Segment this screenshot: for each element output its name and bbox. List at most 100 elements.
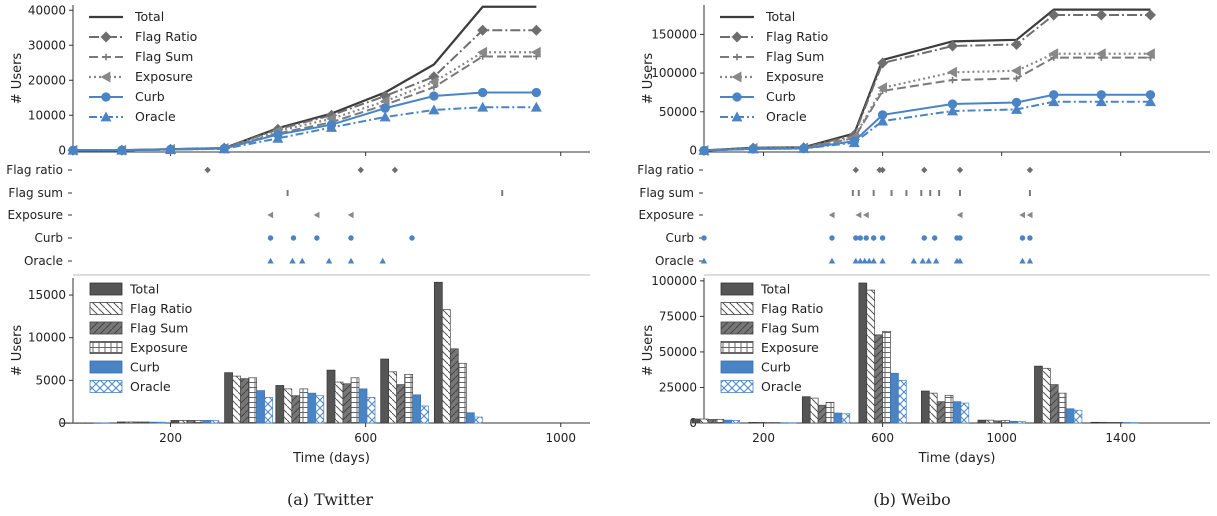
bar-flagsum — [342, 383, 352, 424]
bar-ytick-label: 75000 — [659, 309, 697, 323]
bar-total — [691, 418, 701, 424]
series-line-flagsum — [703, 56, 1151, 152]
bar-oracle — [315, 395, 325, 424]
bar-flagsum — [993, 420, 1002, 424]
event-chart: Flag ratio Flag sum Exposure Curb Oracle — [637, 163, 1210, 276]
event-mark-exposure — [863, 211, 869, 219]
event-mark-flagratio — [391, 166, 399, 174]
bar-oracle — [960, 402, 970, 424]
bar-flagratio — [388, 371, 398, 424]
bar-flagsum — [186, 420, 196, 424]
point-oracle — [1011, 103, 1023, 114]
bar-flagsum — [1106, 422, 1116, 424]
line-chart: 0 50000 100000 150000 # Users Total Flag Ratio… — [641, 5, 1210, 157]
bar-chart: 025000500007500010000020060010001400# Us… — [641, 274, 1210, 466]
bar-oracle — [264, 397, 273, 424]
event-mark-curb — [829, 235, 835, 241]
bar-curb — [148, 421, 158, 424]
event-mark-flagratio — [956, 166, 964, 174]
event-row-label: Exposure — [638, 208, 694, 222]
bar-flagratio — [68, 422, 78, 424]
legend-swatch-flagsum — [89, 321, 123, 335]
event-mark-flagratio — [1026, 166, 1034, 174]
point-exposure — [877, 82, 887, 94]
line-legend: Total Flag Ratio Flag Sum Exposure Curb Oracl… — [89, 9, 197, 124]
point-oracle — [1095, 96, 1107, 107]
legend-label-curb: Curb — [761, 360, 791, 375]
point-oracle — [698, 144, 710, 155]
bar-exposure — [715, 418, 725, 424]
event-mark-curb — [290, 235, 297, 241]
legend-swatch-flagratio — [89, 302, 123, 315]
bar-flagratio — [1098, 421, 1108, 424]
legend-label-flagratio: Flag Ratio — [761, 301, 823, 316]
point-oracle — [218, 143, 230, 154]
bar-curb — [92, 422, 102, 424]
legend-marker-oracle — [100, 111, 112, 122]
legend-label-curb: Curb — [130, 360, 160, 375]
legend-swatch-total — [89, 282, 123, 296]
event-mark-curb — [879, 235, 886, 241]
bar-curb — [780, 422, 789, 424]
bar-oracle — [420, 405, 430, 424]
bar-flagratio — [699, 418, 709, 424]
point-exposure — [1095, 48, 1106, 60]
legend-label-oracle: Oracle — [135, 109, 176, 124]
point-oracle — [116, 144, 128, 155]
bar-total — [1034, 365, 1043, 424]
event-mark-curb — [857, 235, 863, 241]
legend-marker-exposure — [731, 71, 742, 83]
legend-marker-flagratio — [731, 31, 743, 43]
bar-legend: Total Flag Ratio Flag Sum Exposure Curb Oracl… — [89, 282, 192, 394]
legend-marker-curb — [732, 92, 742, 102]
point-curb — [877, 110, 888, 120]
event-mark-oracle — [910, 257, 918, 264]
bar-exposure — [84, 422, 94, 424]
event-mark-exposure — [267, 211, 274, 219]
bar-xtick-label: 1000 — [545, 431, 576, 445]
bar-exposure — [944, 394, 954, 424]
bar-oracle — [1130, 422, 1139, 424]
line-ylabel: # Users — [641, 53, 656, 105]
point-oracle — [326, 122, 337, 132]
event-mark-oracle — [325, 257, 333, 264]
bar-oracle — [787, 422, 797, 424]
line-ytick-label: 0 — [58, 143, 66, 157]
bar-exposure — [1001, 420, 1010, 424]
bar-flagsum — [817, 404, 827, 424]
event-mark-oracle — [379, 257, 386, 264]
bar-curb — [833, 412, 843, 424]
point-exposure — [428, 76, 439, 88]
bar-total — [170, 420, 180, 424]
line-ylabel: # Users — [10, 53, 25, 105]
point-flagratio — [947, 40, 959, 52]
legend-label-total: Total — [765, 9, 795, 24]
point-oracle — [530, 101, 542, 112]
legend-label-oracle: Oracle — [761, 379, 802, 394]
point-oracle — [947, 105, 959, 116]
bar-exposure — [350, 377, 360, 424]
bar-ytick-label: 10000 — [28, 331, 66, 345]
line-ytick-label: 10000 — [28, 108, 66, 122]
event-mark-oracle — [1019, 257, 1026, 264]
event-mark-oracle — [852, 257, 859, 264]
line-chart: 0 10000 20000 30000 40000 # Users Total Flag Ra… — [10, 3, 590, 157]
point-exposure — [1048, 48, 1059, 60]
bar-legend: Total Flag Ratio Flag Sum Exposure Curb Oracl… — [720, 282, 823, 394]
bar-exposure — [299, 388, 309, 424]
event-mark-curb — [1027, 235, 1033, 241]
point-curb — [947, 99, 958, 109]
bar-oracle — [473, 416, 483, 424]
point-curb — [429, 91, 439, 101]
bar-exposure — [1057, 392, 1067, 424]
point-flagratio — [877, 57, 889, 69]
bar-curb — [1065, 408, 1075, 424]
point-exposure — [477, 46, 488, 58]
event-mark-curb — [348, 235, 354, 241]
legend-label-flagratio: Flag Ratio — [130, 301, 192, 316]
legend-label-exposure: Exposure — [135, 69, 193, 84]
bar-oracle — [1017, 421, 1026, 424]
bar-flagsum — [132, 421, 142, 424]
event-mark-oracle — [879, 257, 886, 264]
